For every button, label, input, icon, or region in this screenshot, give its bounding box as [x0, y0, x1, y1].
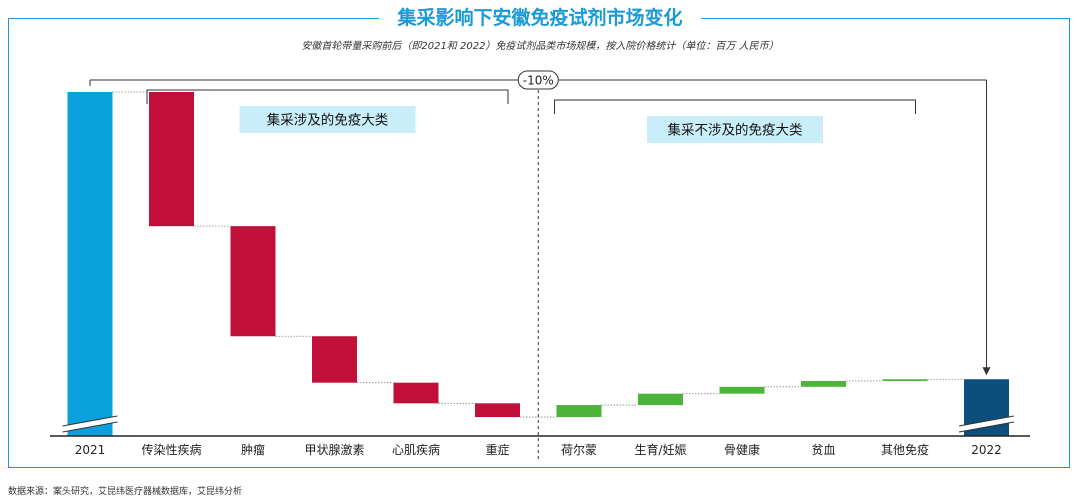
- group-label-box: [239, 106, 416, 133]
- data-source-note: 数据来源：案头研究，艾昆纬医疗器械数据库，艾昆纬分析: [8, 487, 243, 497]
- bar-贫血: [801, 380, 846, 387]
- x-tick-label: 贫血: [811, 442, 835, 457]
- group-bracket: [554, 99, 916, 114]
- change-label: -10%: [523, 74, 554, 88]
- bar-肿瘤: [230, 226, 276, 337]
- bar-传染性疾病: [149, 92, 194, 227]
- axis-break-line: [958, 415, 1015, 427]
- change-arrowhead: [982, 367, 991, 376]
- group-label: 集采涉及的免疫大类: [267, 113, 389, 129]
- x-tick-label: 荷尔蒙: [561, 442, 597, 457]
- x-tick-label: 传染性疾病: [141, 442, 201, 457]
- axis-break-line: [62, 415, 118, 427]
- bar-甲状腺激素: [312, 336, 357, 383]
- bar-骨健康: [719, 386, 765, 394]
- bar-其他免疫: [882, 379, 928, 381]
- axis-break-mark: [62, 416, 118, 432]
- bar-重症: [475, 403, 520, 418]
- x-tick-label: 甲状腺激素: [304, 443, 364, 457]
- group-label-box: [647, 116, 823, 143]
- group-label: 集采不涉及的免疫大类: [668, 123, 803, 139]
- axis-break-mark: [959, 416, 1014, 432]
- x-tick-label: 2022: [971, 443, 1002, 457]
- x-tick-label: 2021: [75, 443, 106, 457]
- x-tick-label: 肿瘤: [241, 442, 265, 457]
- change-bubble: [517, 70, 559, 90]
- x-tick-label: 骨健康: [724, 442, 760, 457]
- bar-荷尔蒙: [556, 405, 602, 418]
- group-bracket: [146, 89, 509, 104]
- bar-心肌疾病: [393, 382, 439, 404]
- x-tick-label: 重症: [485, 442, 509, 457]
- chart-subtitle: 安徽首轮带量采购前后（即2021和 2022）免疫试剂品类市场规模，按入院价格统…: [301, 41, 779, 52]
- axis-break-line: [958, 421, 1015, 433]
- x-tick-label: 生育/妊娠: [634, 442, 686, 457]
- x-tick-label: 其他免疫: [881, 442, 929, 457]
- bar-生育/妊娠: [638, 393, 683, 406]
- axis-break-line: [62, 421, 118, 433]
- x-tick-label: 心肌疾病: [392, 442, 440, 457]
- bar-2021: [67, 92, 113, 436]
